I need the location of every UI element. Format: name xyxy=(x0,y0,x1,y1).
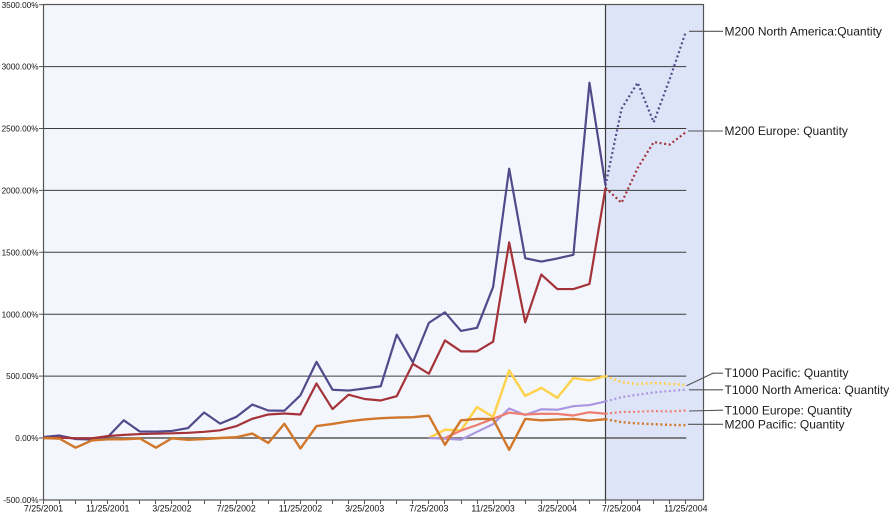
svg-text:M200 Pacific: Quantity: M200 Pacific: Quantity xyxy=(725,418,845,432)
svg-text:T1000 Pacific: Quantity: T1000 Pacific: Quantity xyxy=(725,366,849,380)
svg-text:11/25/2004: 11/25/2004 xyxy=(664,504,707,514)
svg-text:11/25/2003: 11/25/2003 xyxy=(471,504,514,514)
svg-text:T1000 Europe: Quantity: T1000 Europe: Quantity xyxy=(725,403,852,417)
svg-text:M200 Europe: Quantity: M200 Europe: Quantity xyxy=(725,124,848,138)
svg-text:3/25/2004: 3/25/2004 xyxy=(538,504,577,514)
svg-text:3/25/2002: 3/25/2002 xyxy=(152,504,191,514)
svg-text:-500.00%: -500.00% xyxy=(3,496,38,505)
svg-text:T1000 North America: Quantity: T1000 North America: Quantity xyxy=(725,383,890,397)
svg-text:500.00%: 500.00% xyxy=(6,372,38,381)
svg-text:3/25/2003: 3/25/2003 xyxy=(345,504,384,514)
svg-text:2500.00%: 2500.00% xyxy=(2,125,39,134)
svg-text:3000.00%: 3000.00% xyxy=(2,63,39,72)
svg-text:3500.00%: 3500.00% xyxy=(2,1,39,10)
svg-text:M200 North America:Quantity: M200 North America:Quantity xyxy=(725,25,882,39)
svg-text:2000.00%: 2000.00% xyxy=(2,187,39,196)
svg-text:0.00%: 0.00% xyxy=(15,434,38,443)
svg-text:11/25/2002: 11/25/2002 xyxy=(279,504,322,514)
svg-text:7/25/2001: 7/25/2001 xyxy=(24,504,63,514)
svg-text:1500.00%: 1500.00% xyxy=(2,248,39,257)
svg-text:1000.00%: 1000.00% xyxy=(2,310,39,319)
svg-text:11/25/2001: 11/25/2001 xyxy=(86,504,129,514)
svg-text:7/25/2003: 7/25/2003 xyxy=(409,504,448,514)
svg-text:7/25/2004: 7/25/2004 xyxy=(602,504,641,514)
svg-text:7/25/2002: 7/25/2002 xyxy=(217,504,256,514)
